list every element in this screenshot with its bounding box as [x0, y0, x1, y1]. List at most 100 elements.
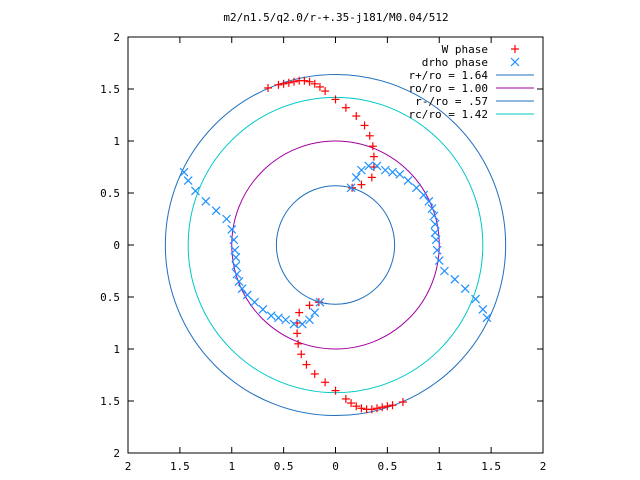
reference-circle — [164, 73, 507, 417]
w-phase-point — [284, 78, 293, 87]
drho-phase-point — [380, 165, 390, 175]
x-tick-label: 1.5 — [481, 460, 501, 473]
y-tick-label: 2 — [113, 31, 120, 44]
reference-circle — [275, 185, 396, 305]
drho-phase-point — [315, 297, 325, 307]
w-phase-point — [348, 183, 357, 192]
w-phase-point — [315, 82, 324, 91]
w-phase-point — [367, 173, 376, 182]
w-phase-point — [368, 142, 377, 151]
drho-phase-point — [227, 224, 237, 234]
legend-marker — [511, 45, 519, 53]
w-phase-point — [352, 112, 361, 121]
drho-phase-point — [419, 190, 429, 200]
drho-phase-point — [201, 196, 211, 206]
w-phase-point — [293, 329, 302, 338]
drho-phase-point — [179, 167, 189, 177]
w-phase-point — [274, 80, 283, 89]
drho-phase-point — [289, 319, 299, 329]
x-tick-label: 0.5 — [274, 460, 294, 473]
drho-phase-point — [211, 206, 221, 216]
legend-label: rc/ro = 1.42 — [409, 108, 488, 121]
legend-label: r-/ro = .57 — [415, 95, 488, 108]
drho-phase-point — [297, 319, 307, 329]
drho-phase-point — [357, 165, 366, 175]
reference-circle — [231, 140, 440, 350]
w-phase-point — [305, 77, 314, 86]
x-tick-label: 1 — [228, 460, 235, 473]
w-phase-point — [341, 394, 350, 403]
drho-phase-point — [460, 284, 470, 294]
drho-phase-point — [372, 161, 382, 171]
x-tick-label: 2 — [125, 460, 132, 473]
w-phase-point — [297, 350, 306, 359]
drho-phase-point — [351, 172, 361, 182]
drho-phase-point — [231, 261, 241, 271]
y-tick-label: 0 — [113, 239, 120, 252]
w-phase-point — [295, 308, 304, 317]
drho-phase-point — [231, 253, 241, 262]
y-tick-label: 1.5 — [100, 83, 120, 96]
drho-phase-point — [230, 245, 240, 255]
w-phase-point — [357, 404, 366, 413]
w-phase-point — [398, 398, 407, 407]
drho-phase-point — [183, 176, 193, 185]
w-phase-point — [369, 152, 378, 161]
drho-phase-point — [434, 256, 444, 266]
w-phase-point — [357, 180, 366, 189]
drho-phase-point — [237, 284, 247, 294]
x-tick-label: 1 — [436, 460, 443, 473]
drho-phase-point — [478, 305, 488, 314]
data-markers — [179, 76, 492, 414]
drho-phase-point — [242, 290, 252, 300]
reference-circle — [187, 96, 484, 394]
x-tick-label: 0 — [332, 460, 339, 473]
w-phase-point — [310, 79, 319, 88]
drho-phase-point — [430, 228, 440, 237]
drho-phase-point — [412, 183, 421, 193]
w-phase-point — [314, 298, 323, 307]
drho-phase-point — [395, 169, 405, 179]
drho-phase-point — [250, 297, 259, 307]
drho-phase-point — [305, 315, 314, 325]
drho-phase-point — [266, 311, 276, 321]
w-phase-point — [388, 401, 397, 410]
chart-title: m2/n1.5/q2.0/r-+.35-j181/M0.04/512 — [223, 11, 448, 24]
w-phase-point — [294, 339, 303, 348]
drho-phase-point — [440, 266, 449, 276]
drho-phase-point — [430, 219, 440, 229]
y-tick-label: 2 — [113, 447, 120, 460]
legend-label: W phase — [442, 43, 488, 56]
drho-phase-point — [403, 176, 413, 185]
w-phase-point — [373, 404, 381, 413]
drho-phase-point — [258, 305, 268, 314]
w-phase-point — [331, 386, 340, 395]
w-phase-point — [279, 79, 288, 88]
x-tick-label: 1.5 — [170, 460, 190, 473]
drho-phase-point — [364, 161, 374, 171]
x-tick-label: 0.5 — [377, 460, 397, 473]
w-phase-point — [360, 121, 369, 130]
w-phase-point — [341, 103, 350, 112]
drho-phase-point — [281, 315, 291, 325]
w-phase-point — [264, 83, 273, 92]
y-tick-label: 1 — [113, 135, 120, 148]
drho-phase-point — [450, 274, 460, 284]
w-phase-point — [310, 369, 319, 378]
w-phase-point — [305, 301, 314, 310]
drho-phase-point — [222, 214, 231, 224]
legend-marker — [510, 57, 520, 67]
drho-phase-point — [429, 211, 439, 221]
w-phase-point — [290, 77, 298, 86]
y-tick-label: 0.5 — [100, 291, 120, 304]
drho-phase-point — [424, 196, 434, 206]
axis-ticks: 2 1.5 1 0.5 0 0.5 1 1.5 221.510.500.511.52 — [100, 31, 546, 473]
y-tick-label: 0.5 — [100, 187, 120, 200]
w-phase-point — [347, 399, 356, 408]
legend-label: ro/ro = 1.00 — [409, 82, 488, 95]
w-phase-point — [352, 402, 361, 411]
drho-phase-point — [310, 308, 320, 318]
drho-phase-point — [232, 269, 242, 279]
